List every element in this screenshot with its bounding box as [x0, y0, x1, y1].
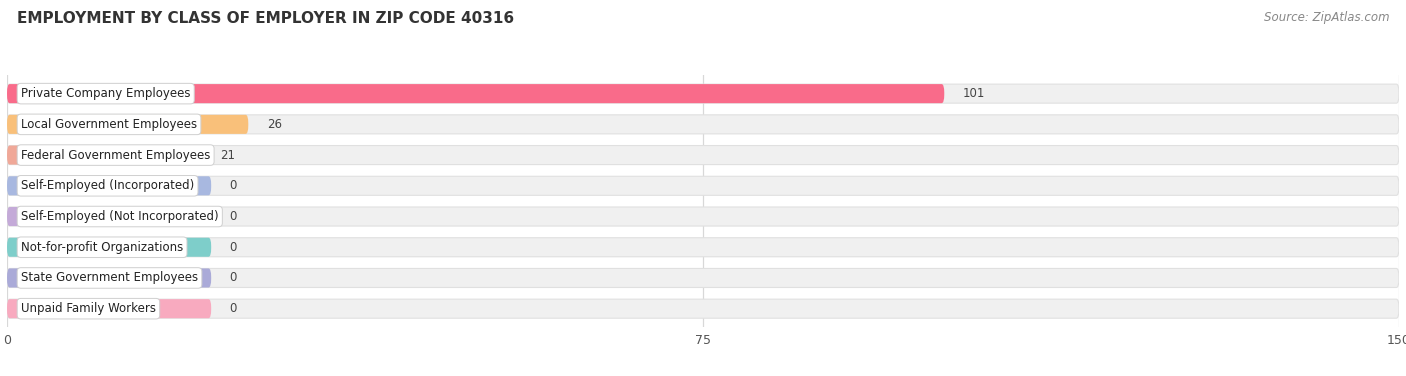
- Text: Unpaid Family Workers: Unpaid Family Workers: [21, 302, 156, 315]
- Text: Federal Government Employees: Federal Government Employees: [21, 149, 211, 162]
- Text: 26: 26: [267, 118, 281, 131]
- FancyBboxPatch shape: [7, 84, 1399, 103]
- Text: 0: 0: [229, 210, 238, 223]
- Text: Not-for-profit Organizations: Not-for-profit Organizations: [21, 241, 183, 254]
- FancyBboxPatch shape: [7, 146, 1399, 165]
- FancyBboxPatch shape: [7, 115, 1399, 134]
- FancyBboxPatch shape: [7, 176, 211, 195]
- Text: Source: ZipAtlas.com: Source: ZipAtlas.com: [1264, 11, 1389, 24]
- FancyBboxPatch shape: [7, 146, 202, 165]
- Text: 0: 0: [229, 271, 238, 285]
- FancyBboxPatch shape: [7, 84, 945, 103]
- Text: 0: 0: [229, 302, 238, 315]
- FancyBboxPatch shape: [7, 238, 211, 257]
- FancyBboxPatch shape: [7, 115, 249, 134]
- Text: 21: 21: [221, 149, 235, 162]
- Text: EMPLOYMENT BY CLASS OF EMPLOYER IN ZIP CODE 40316: EMPLOYMENT BY CLASS OF EMPLOYER IN ZIP C…: [17, 11, 515, 26]
- FancyBboxPatch shape: [7, 207, 211, 226]
- FancyBboxPatch shape: [7, 299, 1399, 318]
- Text: State Government Employees: State Government Employees: [21, 271, 198, 285]
- Text: Self-Employed (Not Incorporated): Self-Employed (Not Incorporated): [21, 210, 218, 223]
- Text: 101: 101: [963, 87, 986, 100]
- FancyBboxPatch shape: [7, 207, 1399, 226]
- FancyBboxPatch shape: [7, 268, 211, 288]
- Text: 0: 0: [229, 179, 238, 192]
- FancyBboxPatch shape: [7, 268, 1399, 288]
- Text: Local Government Employees: Local Government Employees: [21, 118, 197, 131]
- Text: 0: 0: [229, 241, 238, 254]
- FancyBboxPatch shape: [7, 238, 1399, 257]
- Text: Private Company Employees: Private Company Employees: [21, 87, 190, 100]
- Text: Self-Employed (Incorporated): Self-Employed (Incorporated): [21, 179, 194, 192]
- FancyBboxPatch shape: [7, 176, 1399, 195]
- FancyBboxPatch shape: [7, 299, 211, 318]
